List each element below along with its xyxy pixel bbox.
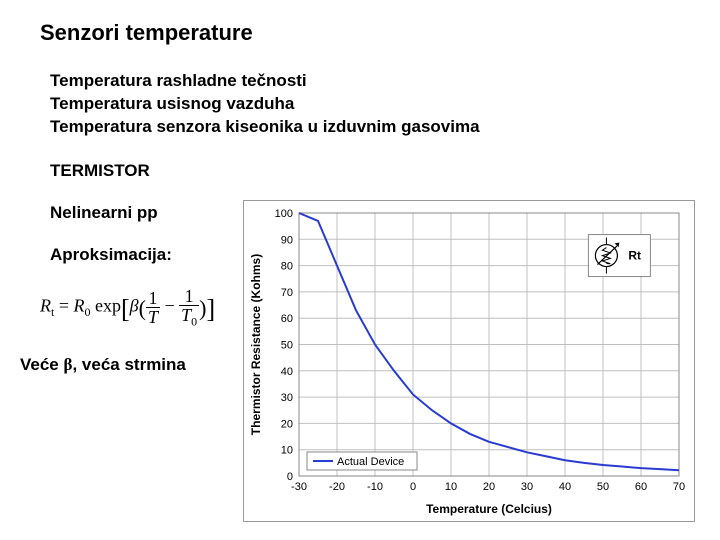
svg-text:90: 90 — [281, 234, 293, 246]
sub-line: Temperatura senzora kiseonika u izduvnim… — [50, 116, 680, 139]
svg-text:60: 60 — [281, 313, 293, 325]
sub-line: Temperatura usisnog vazduha — [50, 93, 680, 116]
svg-text:-20: -20 — [329, 481, 345, 493]
svg-text:30: 30 — [281, 392, 293, 404]
svg-text:50: 50 — [281, 340, 293, 352]
svg-text:Thermistor Resistance (Kohms): Thermistor Resistance (Kohms) — [249, 254, 263, 435]
svg-text:60: 60 — [635, 481, 647, 493]
termistor-heading: TERMISTOR — [50, 161, 680, 181]
svg-text:Actual Device: Actual Device — [337, 456, 404, 468]
svg-text:-30: -30 — [291, 481, 307, 493]
svg-text:Rt: Rt — [628, 249, 641, 263]
svg-text:0: 0 — [410, 481, 416, 493]
svg-text:30: 30 — [521, 481, 533, 493]
thermistor-chart: 0102030405060708090100-30-20-10010203040… — [243, 200, 695, 522]
svg-text:40: 40 — [559, 481, 571, 493]
svg-text:40: 40 — [281, 366, 293, 378]
svg-text:Temperature (Celcius): Temperature (Celcius) — [426, 502, 552, 516]
svg-text:20: 20 — [483, 481, 495, 493]
sub-lines: Temperatura rashladne tečnosti Temperatu… — [50, 70, 680, 139]
svg-text:80: 80 — [281, 261, 293, 273]
svg-text:20: 20 — [281, 418, 293, 430]
page-title: Senzori temperature — [40, 20, 680, 46]
svg-text:70: 70 — [673, 481, 685, 493]
svg-text:50: 50 — [597, 481, 609, 493]
sub-line: Temperatura rashladne tečnosti — [50, 70, 680, 93]
beta-pre: Veće — [20, 355, 64, 374]
svg-text:100: 100 — [275, 208, 293, 220]
svg-text:10: 10 — [281, 445, 293, 457]
svg-text:70: 70 — [281, 287, 293, 299]
svg-text:10: 10 — [445, 481, 457, 493]
svg-text:-10: -10 — [367, 481, 383, 493]
beta-post: , veća strmina — [72, 355, 185, 374]
